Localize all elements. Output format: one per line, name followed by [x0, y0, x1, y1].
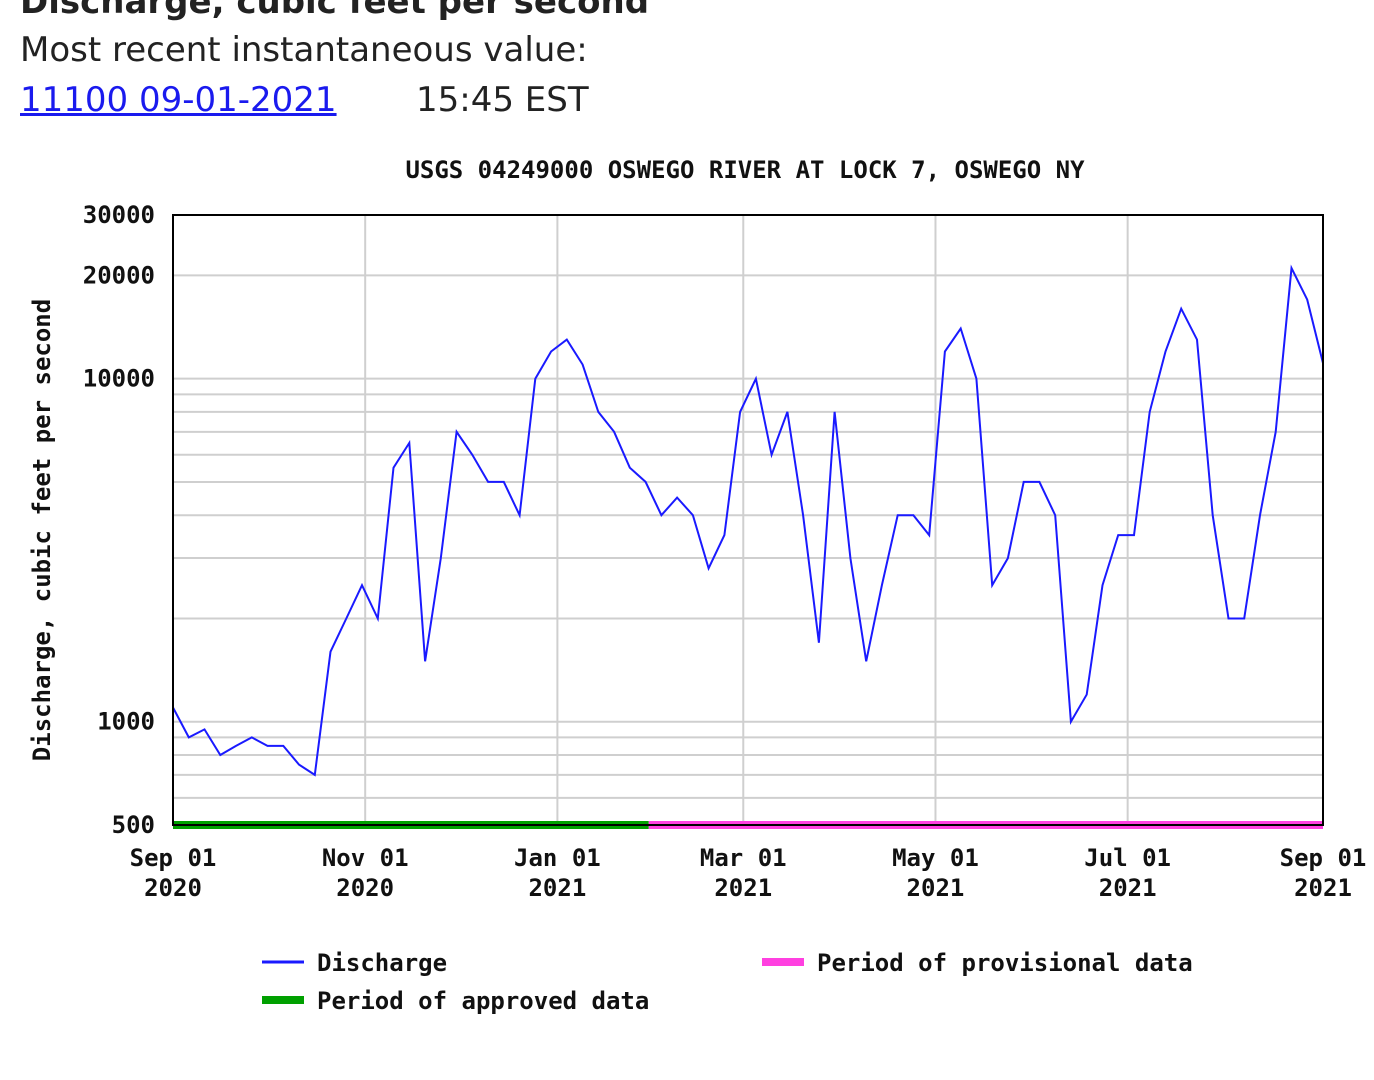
- heading: Discharge, cubic feet per second: [20, 0, 650, 22]
- chart-title: USGS 04249000 OSWEGO RIVER AT LOCK 7, OS…: [405, 156, 1085, 184]
- recent-label: Most recent instantaneous value:: [20, 30, 588, 70]
- y-tick-label: 30000: [83, 201, 155, 229]
- recent-time: 15:45 EST: [416, 80, 589, 120]
- legend-label: Discharge: [317, 949, 447, 977]
- y-tick-label: 20000: [83, 261, 155, 289]
- x-tick-label: Sep 01 2020: [129, 844, 217, 902]
- plot-frame: [172, 214, 1324, 826]
- x-tick-label: Nov 01 2020: [321, 844, 409, 902]
- x-tick-label: Jul 01 2021: [1084, 844, 1171, 902]
- discharge-line: [172, 264, 1324, 777]
- legend-label: Period of approved data: [317, 987, 649, 1015]
- x-tick-label: Mar 01 2021: [699, 844, 787, 902]
- y-tick-label: 500: [112, 811, 155, 839]
- recent-link[interactable]: 11100 09-01-2021: [20, 80, 337, 120]
- legend-label: Period of provisional data: [817, 949, 1193, 977]
- y-axis-label: Discharge, cubic feet per second: [28, 299, 56, 761]
- x-tick-label: Jan 01 2021: [514, 844, 601, 902]
- x-tick-label: May 01 2021: [892, 844, 979, 902]
- y-tick-label: 10000: [83, 365, 155, 393]
- y-tick-label: 1000: [97, 708, 155, 736]
- x-tick-label: Sep 01 2021: [1279, 844, 1367, 902]
